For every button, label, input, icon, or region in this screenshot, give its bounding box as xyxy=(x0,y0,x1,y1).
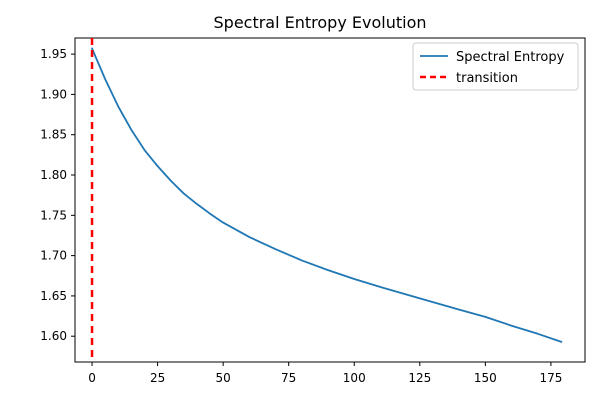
y-tick-label: 1.80 xyxy=(40,168,67,182)
y-tick-label: 1.75 xyxy=(40,208,67,222)
y-tick-label: 1.85 xyxy=(40,128,67,142)
chart-title: Spectral Entropy Evolution xyxy=(214,13,427,32)
x-tick-label: 100 xyxy=(343,371,366,385)
x-axis: 0 25 50 75 100 125 150 175 xyxy=(88,362,562,385)
y-tick-label: 1.70 xyxy=(40,249,67,263)
x-tick-label: 75 xyxy=(281,371,296,385)
legend-transition-label: transition xyxy=(456,71,518,86)
x-tick-label: 125 xyxy=(408,371,431,385)
plot-area xyxy=(74,37,586,363)
x-tick-label: 0 xyxy=(88,371,96,385)
y-tick-label: 1.95 xyxy=(40,47,67,61)
x-tick-label: 50 xyxy=(216,371,231,385)
series-line-spectral-entropy xyxy=(91,47,563,343)
legend: Spectral Entropy transition xyxy=(412,42,579,91)
y-tick-label: 1.90 xyxy=(40,87,67,101)
y-tick-label: 1.60 xyxy=(40,329,67,343)
legend-series-label: Spectral Entropy xyxy=(456,50,565,65)
legend-box xyxy=(412,42,579,91)
y-tick-label: 1.65 xyxy=(40,289,67,303)
y-axis: 1.60 1.65 1.70 1.75 1.80 1.85 1.90 1.95 xyxy=(40,47,75,343)
x-tick-label: 175 xyxy=(539,371,562,385)
x-tick-label: 150 xyxy=(474,371,497,385)
plot-frame xyxy=(74,37,586,363)
series-layer xyxy=(91,47,563,343)
x-tick-label: 25 xyxy=(150,371,165,385)
